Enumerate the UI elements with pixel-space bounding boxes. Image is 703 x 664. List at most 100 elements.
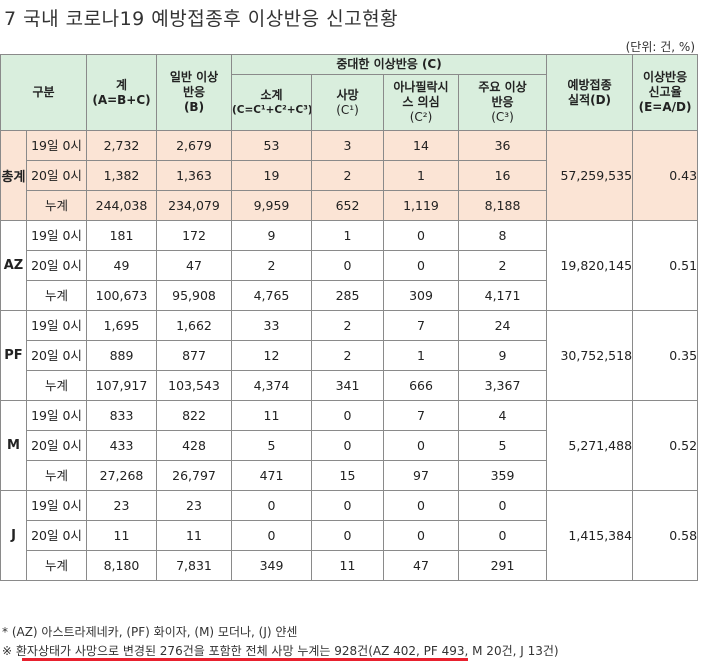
cell-anaphylaxis: 7 bbox=[383, 310, 459, 341]
cell-subtotal: 9 bbox=[231, 220, 312, 251]
cell-anaphylaxis: 309 bbox=[383, 280, 459, 311]
table-row: PF 19일 0시 1,695 1,662 33 2 7 24 30,752,518 0.35 bbox=[0, 310, 699, 401]
cell-anaphylaxis: 0 bbox=[383, 430, 459, 461]
cell-major: 9 bbox=[457, 340, 548, 371]
cell-general: 11 bbox=[156, 520, 232, 551]
row-label: 19일 0시 bbox=[26, 400, 87, 431]
cell-death: 341 bbox=[311, 370, 384, 401]
cell-anaphylaxis: 0 bbox=[383, 520, 459, 551]
cell-anaphylaxis: 0 bbox=[383, 490, 459, 521]
header-subtotal-formula: (C=C¹+C²+C³) bbox=[232, 103, 312, 116]
cell-death: 285 bbox=[311, 280, 384, 311]
cell-rate: 0.43 bbox=[632, 130, 699, 221]
cell-rate: 0.51 bbox=[632, 220, 699, 311]
cell-major: 4,171 bbox=[457, 280, 548, 311]
cell-death: 0 bbox=[311, 520, 384, 551]
cell-general: 47 bbox=[156, 250, 232, 281]
cell-subtotal: 5 bbox=[231, 430, 312, 461]
table-row: M 19일 0시 833 822 11 0 7 4 5,271,488 0.52 bbox=[0, 400, 699, 491]
table-row: 누계 100,673 95,908 4,765 285 309 4,171 bbox=[1, 280, 698, 311]
cell-total: 11 bbox=[86, 520, 157, 551]
cell-vaccinated: 57,259,535 bbox=[546, 130, 634, 221]
cell-death: 2 bbox=[311, 310, 384, 341]
cell-total: 107,917 bbox=[86, 370, 157, 401]
cell-death: 15 bbox=[311, 460, 384, 491]
group-name: M bbox=[0, 400, 27, 491]
cell-general: 23 bbox=[156, 490, 232, 521]
cell-total: 1,382 bbox=[86, 160, 157, 191]
cell-vaccinated: 1,415,384 bbox=[546, 490, 634, 581]
cell-death: 1 bbox=[311, 220, 384, 251]
cell-major: 359 bbox=[457, 460, 548, 491]
cell-subtotal: 33 bbox=[231, 310, 312, 341]
table-row: 누계 107,917 103,543 4,374 341 666 3,367 bbox=[1, 370, 698, 401]
red-underline bbox=[22, 658, 468, 661]
header-anaphylaxis-label: 아나필락시 스 의심 bbox=[393, 80, 449, 109]
header-serious: 중대한 이상반응 (C) bbox=[230, 54, 548, 75]
table-row: 20일 0시 433 428 5 0 0 5 bbox=[1, 430, 698, 461]
cell-anaphylaxis: 7 bbox=[383, 400, 459, 431]
cell-major: 0 bbox=[457, 490, 548, 521]
row-label: 20일 0시 bbox=[26, 160, 87, 191]
table-row: 20일 0시 11 11 0 0 0 0 bbox=[1, 520, 698, 551]
cell-general: 1,662 bbox=[156, 310, 232, 341]
header-death: 사망 (C¹) bbox=[311, 74, 384, 131]
cell-subtotal: 2 bbox=[231, 250, 312, 281]
row-label: 20일 0시 bbox=[26, 340, 87, 371]
cell-general: 428 bbox=[156, 430, 232, 461]
cell-anaphylaxis: 1,119 bbox=[383, 190, 459, 221]
group-name: AZ bbox=[0, 220, 27, 311]
table-row: 총계 19일 0시 2,732 2,679 53 3 14 36 57,259,535 0.43 bbox=[0, 130, 699, 221]
cell-general: 234,079 bbox=[156, 190, 232, 221]
header-total: 계 (A=B+C) bbox=[86, 54, 157, 131]
row-label: 누계 bbox=[26, 280, 87, 311]
cell-subtotal: 19 bbox=[231, 160, 312, 191]
adverse-reaction-table: 구분 계 (A=B+C) 일반 이상 반응 (B) 중대한 이상반응 (C) 예… bbox=[0, 54, 699, 581]
row-label: 누계 bbox=[26, 460, 87, 491]
cell-total: 49 bbox=[86, 250, 157, 281]
row-label: 20일 0시 bbox=[26, 520, 87, 551]
cell-general: 822 bbox=[156, 400, 232, 431]
cell-anaphylaxis: 0 bbox=[383, 250, 459, 281]
cell-general: 877 bbox=[156, 340, 232, 371]
cell-subtotal: 53 bbox=[231, 130, 312, 161]
header-vaccinated: 예방접종 실적(D) bbox=[546, 54, 634, 131]
cell-major: 36 bbox=[457, 130, 548, 161]
cell-anaphylaxis: 14 bbox=[383, 130, 459, 161]
cell-general: 2,679 bbox=[156, 130, 232, 161]
cell-rate: 0.58 bbox=[632, 490, 699, 581]
cell-total: 100,673 bbox=[86, 280, 157, 311]
cell-vaccinated: 19,820,145 bbox=[546, 220, 634, 311]
header-death-label: 사망 bbox=[336, 87, 359, 102]
cell-anaphylaxis: 97 bbox=[383, 460, 459, 491]
cell-death: 3 bbox=[311, 130, 384, 161]
header-anaphylaxis: 아나필락시 스 의심 (C²) bbox=[383, 74, 459, 131]
cell-total: 23 bbox=[86, 490, 157, 521]
cell-subtotal: 9,959 bbox=[231, 190, 312, 221]
row-label: 19일 0시 bbox=[26, 490, 87, 521]
cell-vaccinated: 5,271,488 bbox=[546, 400, 634, 491]
row-label: 20일 0시 bbox=[26, 430, 87, 461]
header-death-code: (C¹) bbox=[336, 102, 359, 117]
table-body: 총계 19일 0시 2,732 2,679 53 3 14 36 57,259,535 0.43 2… bbox=[0, 130, 699, 581]
cell-general: 7,831 bbox=[156, 550, 232, 581]
page-title: 7 국내 코로나19 예방접종후 이상반응 신고현황 bbox=[4, 8, 399, 30]
header-major-code: (C³) bbox=[491, 110, 514, 124]
row-label: 19일 0시 bbox=[26, 310, 87, 341]
header-category: 구분 bbox=[0, 54, 87, 131]
cell-general: 103,543 bbox=[156, 370, 232, 401]
cell-total: 433 bbox=[86, 430, 157, 461]
cell-major: 4 bbox=[457, 400, 548, 431]
cell-death: 652 bbox=[311, 190, 384, 221]
cell-rate: 0.52 bbox=[632, 400, 699, 491]
cell-total: 2,732 bbox=[86, 130, 157, 161]
cell-general: 172 bbox=[156, 220, 232, 251]
cell-general: 95,908 bbox=[156, 280, 232, 311]
table-row: 누계 8,180 7,831 349 11 47 291 bbox=[1, 550, 698, 581]
row-label: 20일 0시 bbox=[26, 250, 87, 281]
cell-anaphylaxis: 47 bbox=[383, 550, 459, 581]
cell-major: 2 bbox=[457, 250, 548, 281]
cell-anaphylaxis: 0 bbox=[383, 220, 459, 251]
row-label: 19일 0시 bbox=[26, 220, 87, 251]
cell-subtotal: 4,765 bbox=[231, 280, 312, 311]
